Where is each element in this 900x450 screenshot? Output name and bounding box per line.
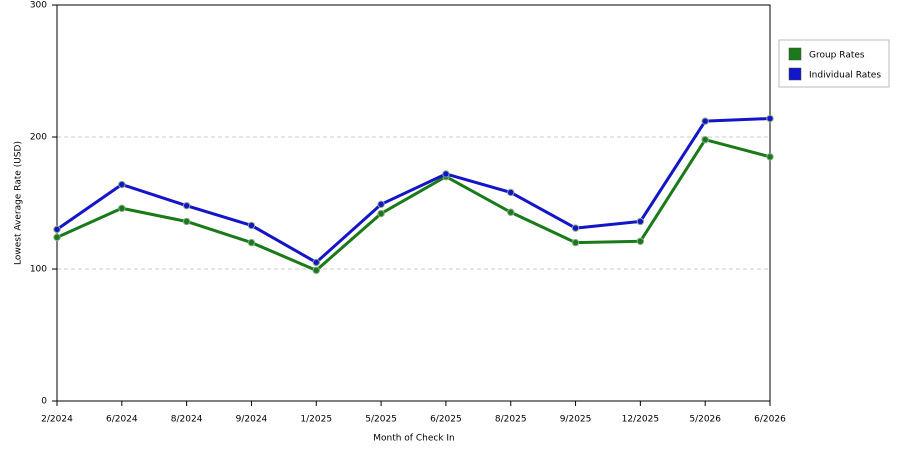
- y-tick-label: 0: [41, 397, 47, 407]
- x-tick-label: 9/2024: [236, 415, 268, 425]
- y-tick-label: 300: [30, 1, 47, 11]
- x-tick-label: 6/2025: [430, 415, 462, 425]
- x-tick-label: 6/2024: [106, 415, 138, 425]
- series-line: [56, 138, 771, 272]
- data-point: [312, 258, 320, 267]
- x-tick-label: 8/2025: [495, 415, 527, 425]
- data-point: [182, 201, 191, 210]
- legend-label: Individual Rates: [809, 71, 881, 81]
- legend-swatch: [788, 67, 802, 81]
- data-point: [636, 217, 645, 226]
- x-tick-label: 8/2024: [171, 415, 203, 425]
- data-point: [766, 114, 774, 123]
- data-point: [53, 225, 61, 234]
- data-point: [571, 224, 580, 232]
- y-tick-label: 200: [30, 133, 47, 143]
- data-point: [247, 238, 256, 247]
- x-tick-label: 5/2025: [365, 415, 397, 425]
- legend-swatch: [788, 47, 802, 61]
- legend-label: Group Rates: [809, 51, 865, 61]
- data-point: [247, 221, 256, 230]
- data-point: [507, 208, 515, 216]
- data-point: [377, 200, 385, 209]
- y-tick-label: 100: [30, 265, 47, 275]
- data-point: [571, 238, 580, 247]
- data-point: [118, 204, 126, 212]
- data-point: [312, 266, 320, 275]
- x-tick-label: 5/2026: [689, 415, 721, 425]
- data-point: [377, 209, 385, 218]
- x-tick-label: 12/2025: [622, 415, 659, 425]
- data-point: [53, 233, 61, 242]
- data-point: [766, 153, 774, 161]
- data-point: [507, 188, 515, 197]
- data-point: [182, 217, 191, 226]
- series-line: [56, 117, 771, 264]
- data-point: [118, 180, 126, 189]
- x-tick-label: 6/2026: [754, 415, 786, 425]
- x-tick-label: 1/2025: [300, 415, 332, 425]
- x-tick-label: 9/2025: [560, 415, 592, 425]
- data-point: [636, 237, 645, 245]
- x-axis-label: Month of Check In: [373, 434, 455, 444]
- y-axis-label: Lowest Average Rate (USD): [14, 141, 24, 265]
- data-point: [701, 135, 709, 144]
- data-point: [442, 170, 450, 178]
- data-point: [701, 117, 709, 125]
- x-tick-label: 2/2024: [41, 415, 73, 425]
- plot-frame: [56, 4, 771, 402]
